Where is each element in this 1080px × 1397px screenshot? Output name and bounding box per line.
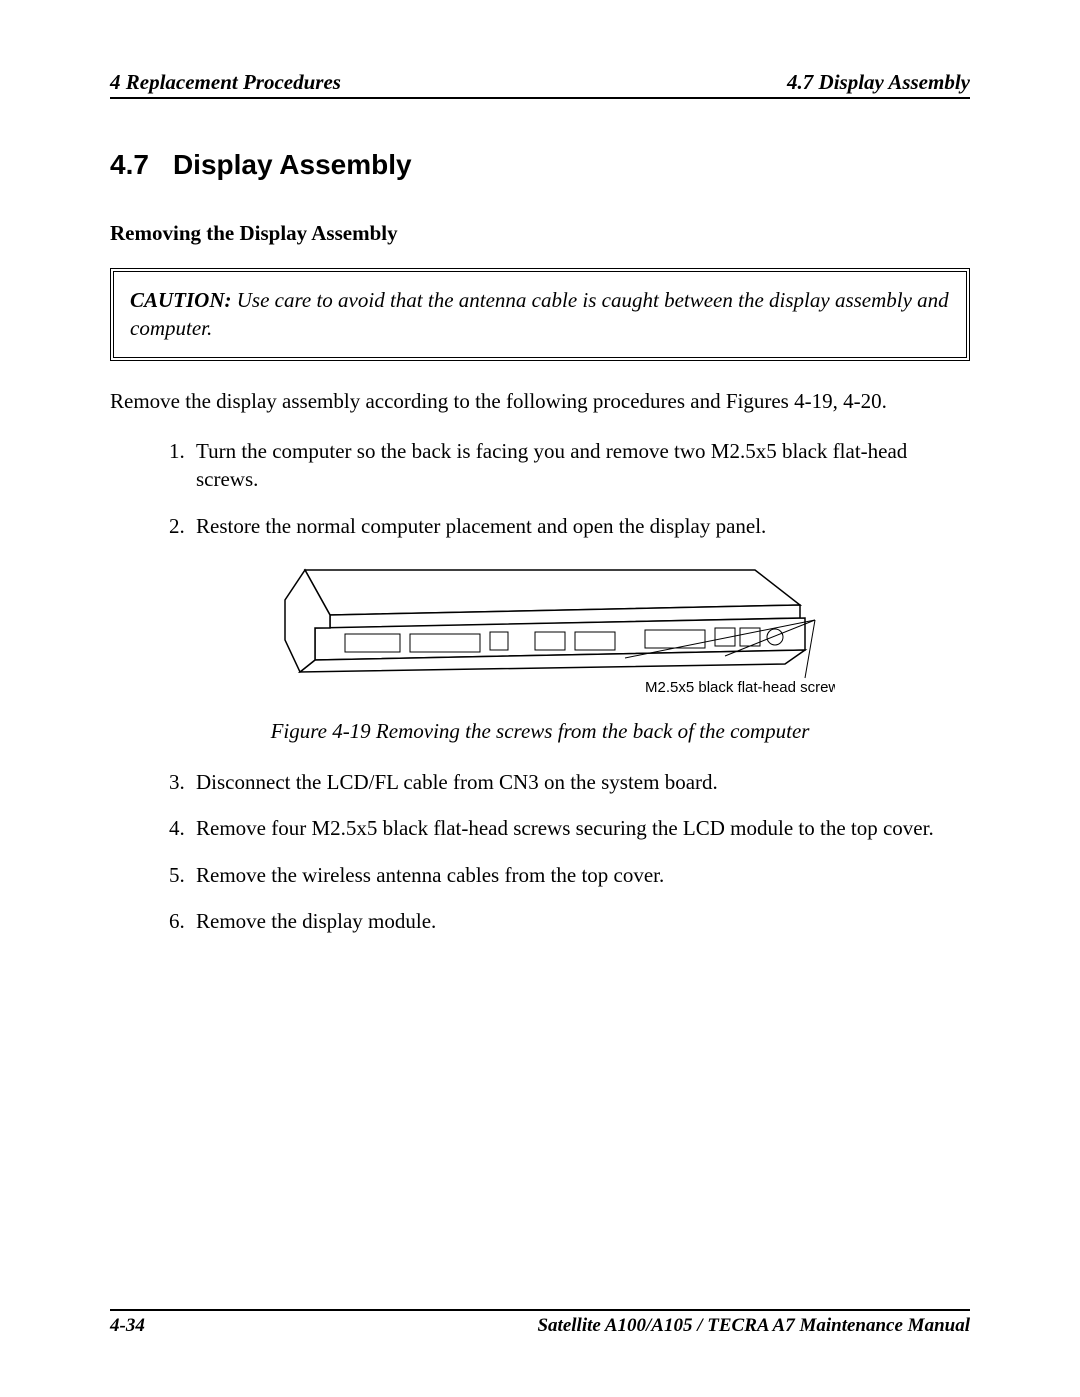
list-item: Restore the normal computer placement an… bbox=[190, 512, 970, 540]
footer-manual-title: Satellite A100/A105 / TECRA A7 Maintenan… bbox=[537, 1315, 970, 1337]
figure-callout-label: M2.5x5 black flat-head screw bbox=[645, 679, 835, 696]
figure-caption: Figure 4-19 Removing the screws from the… bbox=[110, 719, 970, 744]
header-right: 4.7 Display Assembly bbox=[787, 70, 970, 95]
subsection-heading: Removing the Display Assembly bbox=[110, 221, 970, 246]
section-heading: 4.7 Display Assembly bbox=[110, 149, 970, 181]
caution-label: CAUTION: bbox=[130, 288, 232, 312]
footer-page-number: 4-34 bbox=[110, 1315, 145, 1337]
page: 4 Replacement Procedures 4.7 Display Ass… bbox=[0, 0, 1080, 1397]
steps-list-a: Turn the computer so the back is facing … bbox=[110, 437, 970, 540]
list-item: Remove four M2.5x5 black flat-head screw… bbox=[190, 814, 970, 842]
header-left: 4 Replacement Procedures bbox=[110, 70, 341, 95]
list-item: Disconnect the LCD/FL cable from CN3 on … bbox=[190, 768, 970, 796]
list-item: Turn the computer so the back is facing … bbox=[190, 437, 970, 494]
section-number: 4.7 bbox=[110, 149, 149, 180]
laptop-back-diagram: M2.5x5 black flat-head screw bbox=[245, 560, 835, 700]
list-item: Remove the display module. bbox=[190, 907, 970, 935]
page-footer: 4-34 Satellite A100/A105 / TECRA A7 Main… bbox=[110, 1309, 970, 1337]
list-item: Remove the wireless antenna cables from … bbox=[190, 861, 970, 889]
steps-list-b: Disconnect the LCD/FL cable from CN3 on … bbox=[110, 768, 970, 935]
caution-text: Use care to avoid that the antenna cable… bbox=[130, 288, 949, 340]
page-header: 4 Replacement Procedures 4.7 Display Ass… bbox=[110, 70, 970, 99]
intro-text: Remove the display assembly according to… bbox=[110, 387, 970, 415]
caution-box: CAUTION: Use care to avoid that the ante… bbox=[110, 268, 970, 361]
figure: M2.5x5 black flat-head screw Figure 4-19… bbox=[110, 560, 970, 744]
section-title: Display Assembly bbox=[173, 149, 412, 180]
